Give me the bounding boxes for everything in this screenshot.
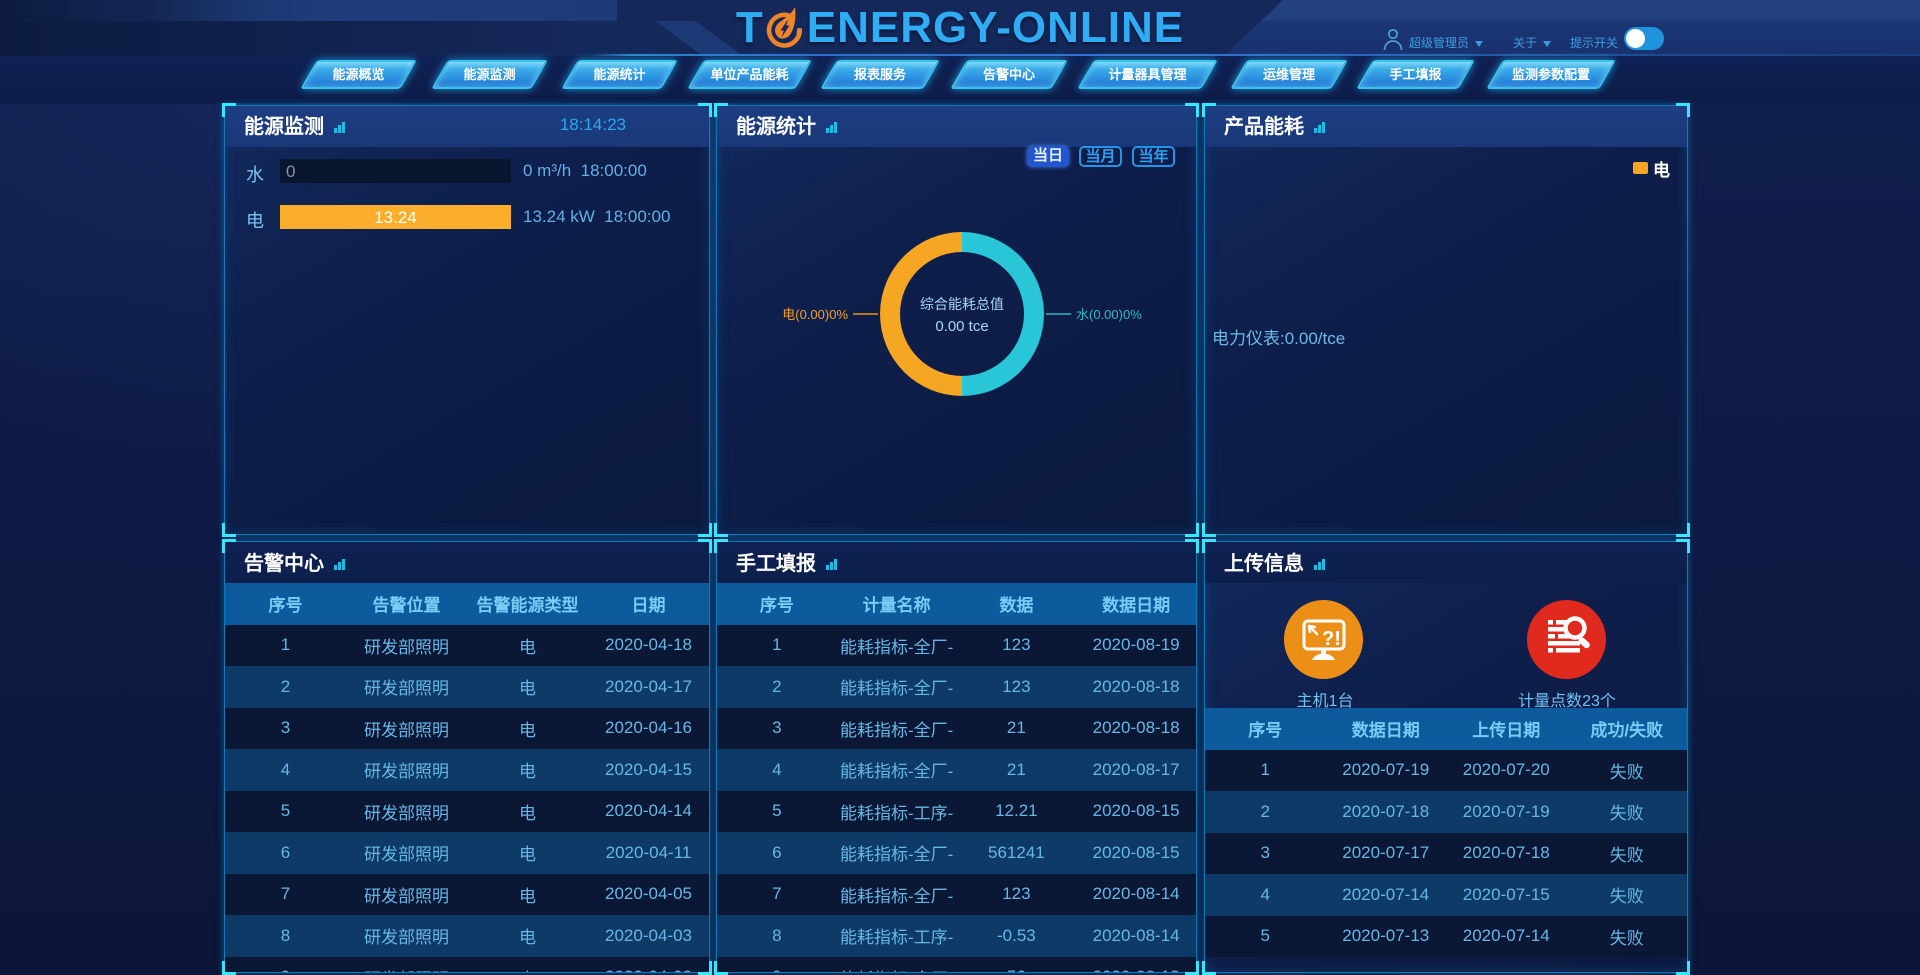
svg-text:电(0.00)0%: 电(0.00)0% [782, 307, 848, 322]
svg-text:综合能耗总值: 综合能耗总值 [920, 296, 1004, 312]
svg-text:0.00 tce: 0.00 tce [935, 318, 988, 335]
svg-text:?!: ?! [1322, 628, 1341, 650]
svg-text:水(0.00)0%: 水(0.00)0% [1076, 307, 1142, 322]
